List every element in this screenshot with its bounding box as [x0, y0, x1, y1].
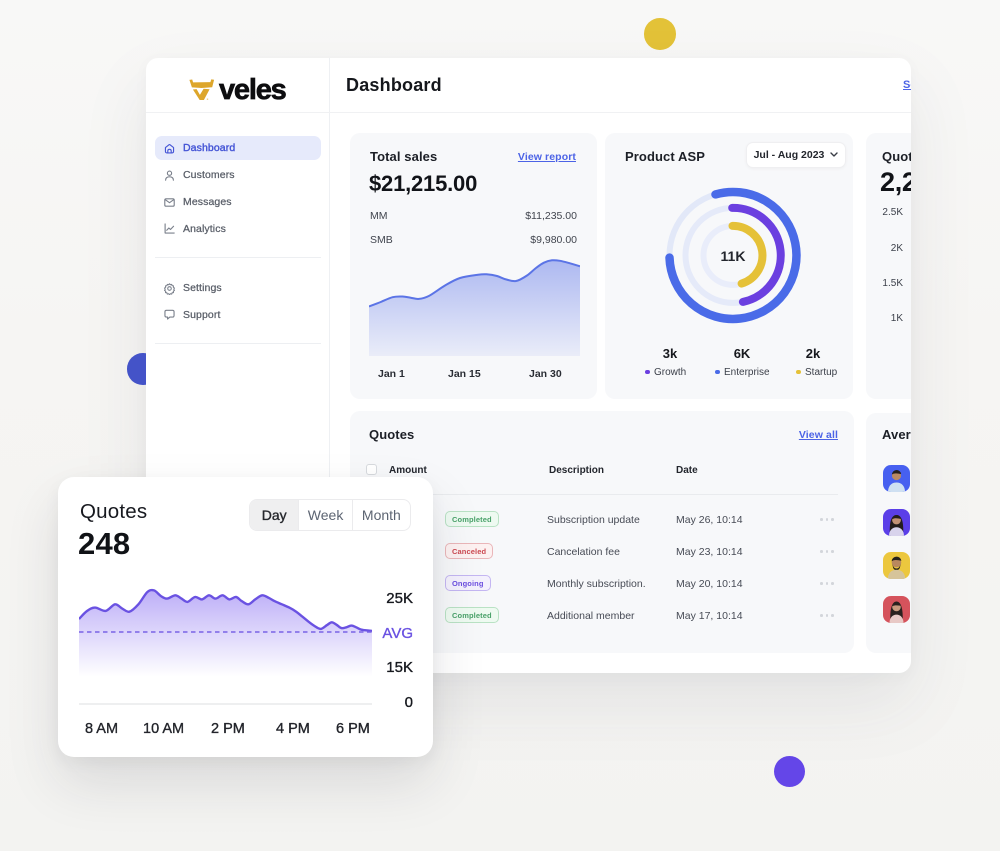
svg-text:11K: 11K — [721, 248, 746, 264]
